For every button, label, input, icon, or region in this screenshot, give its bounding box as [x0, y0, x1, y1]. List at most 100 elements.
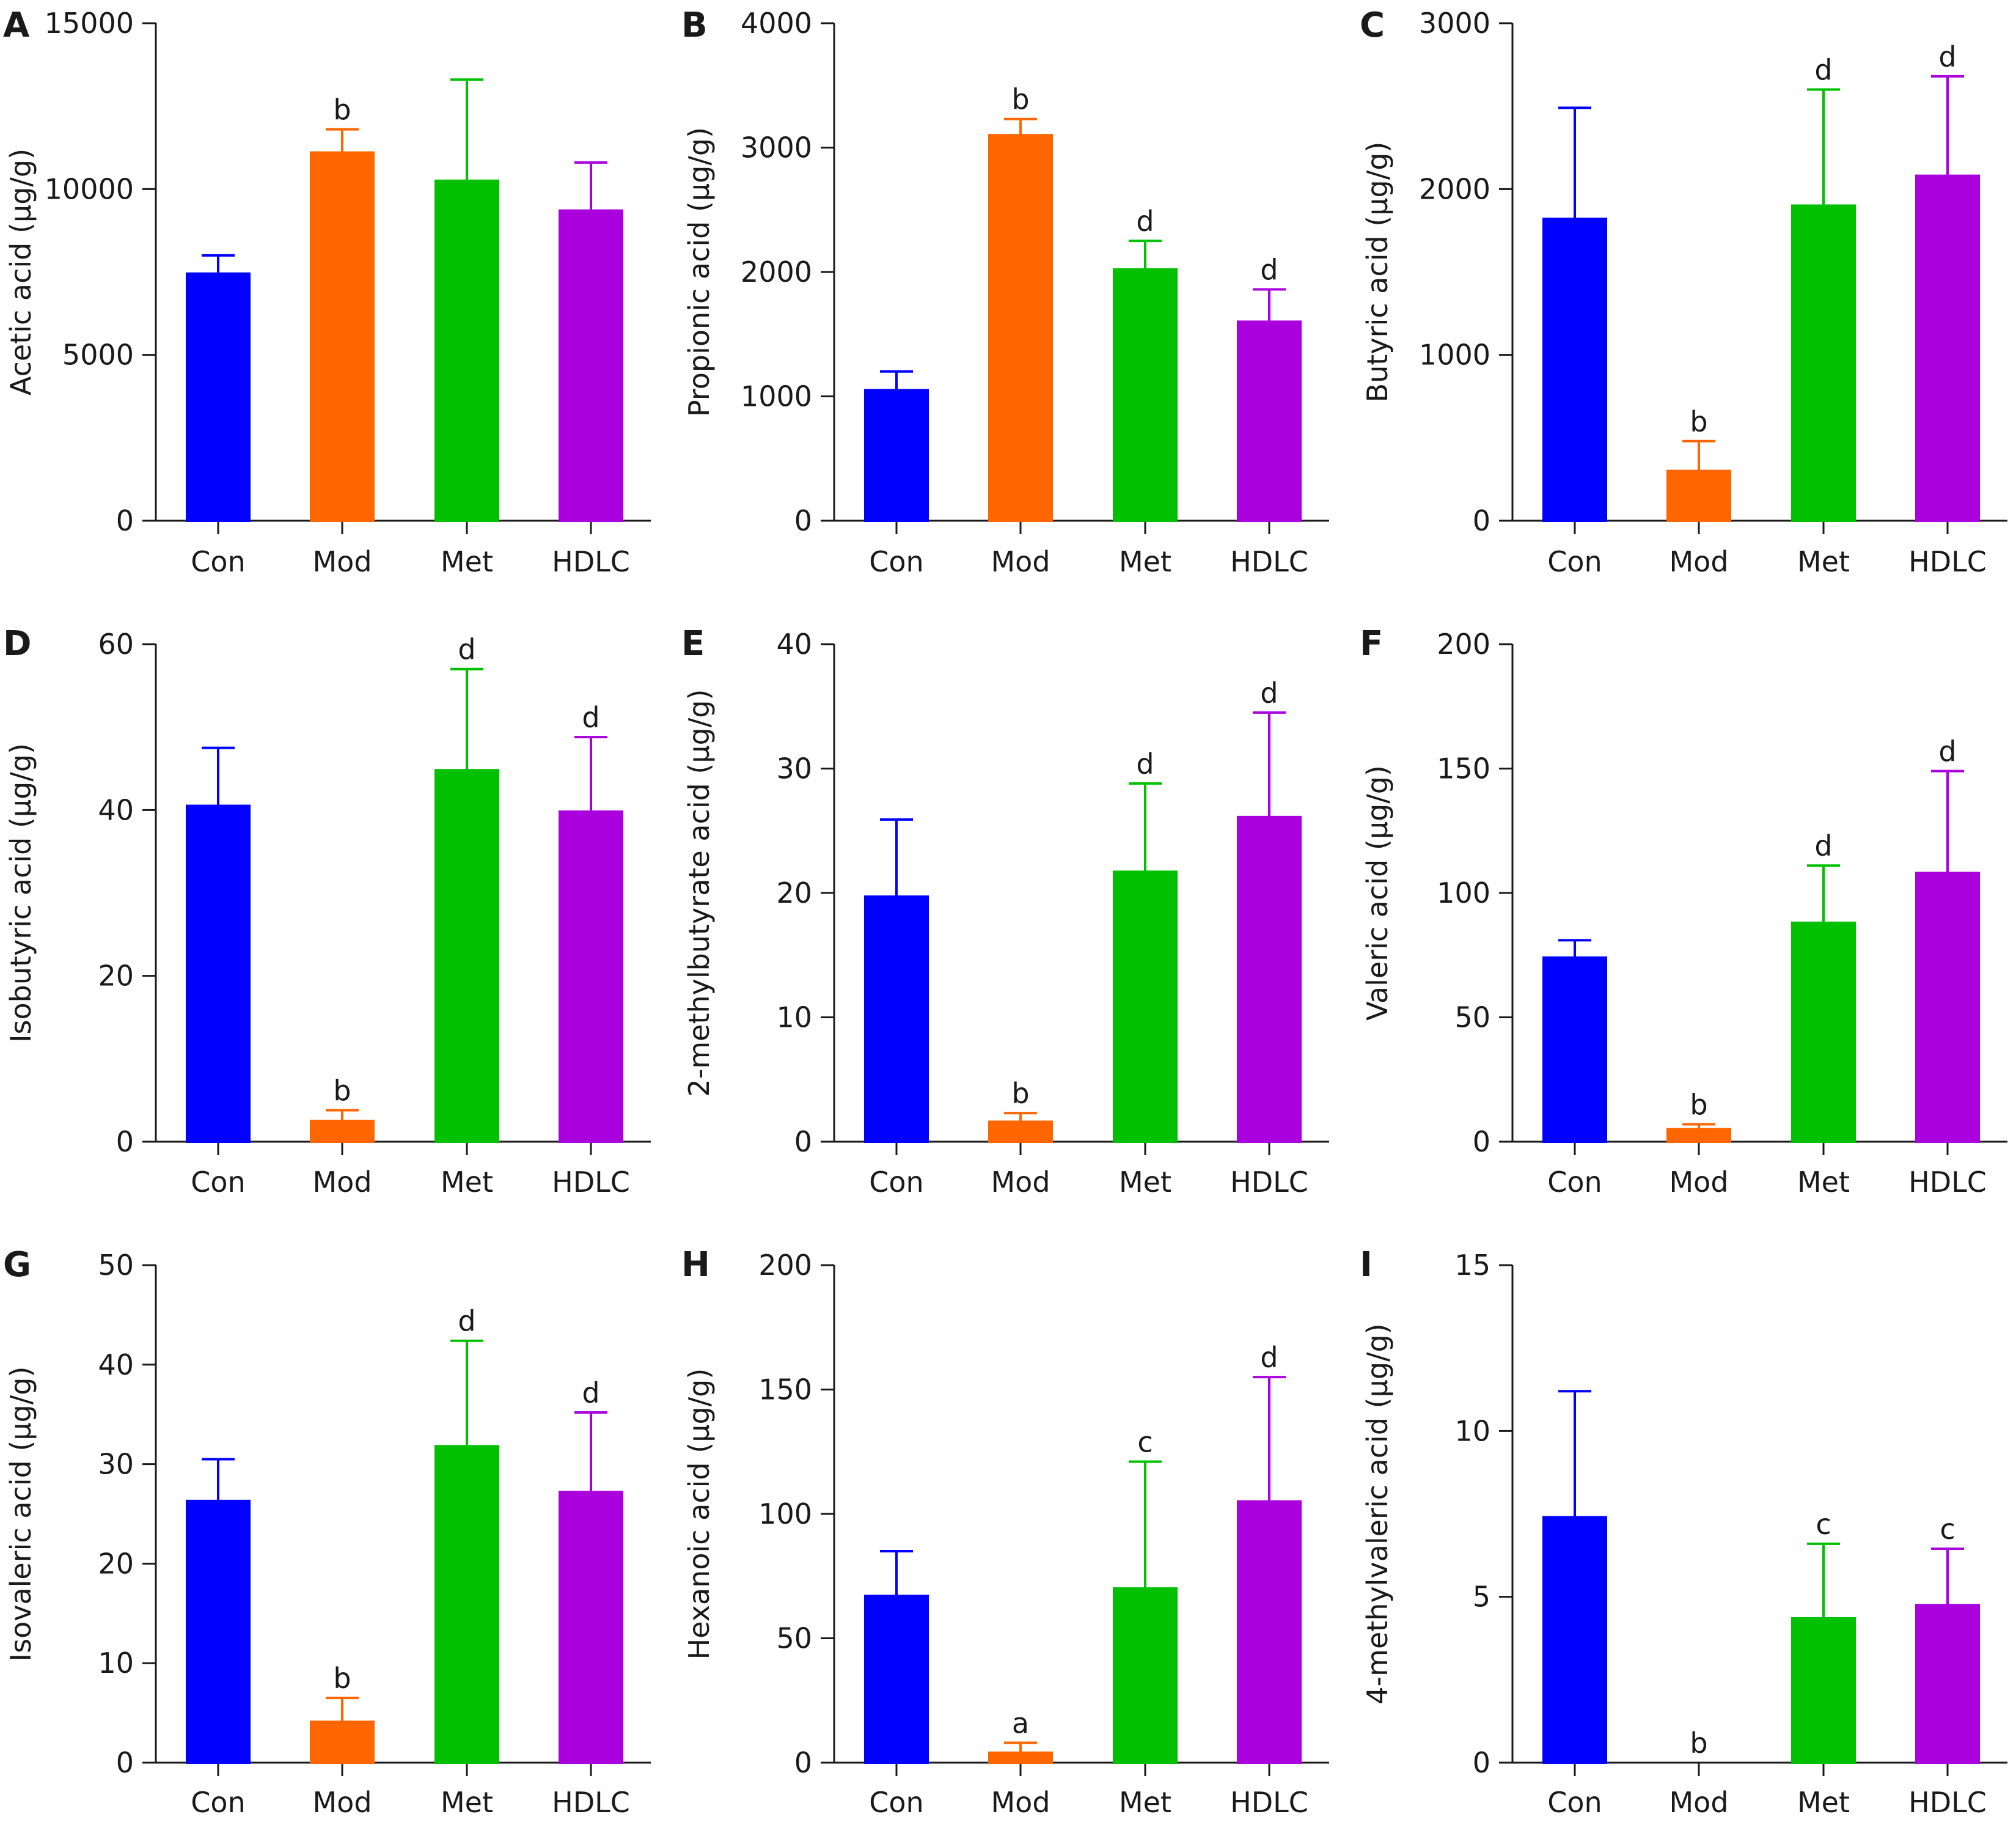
- bar-con: [186, 1499, 251, 1764]
- y-tick-label: 0: [794, 504, 812, 537]
- x-tick-label: Met: [1797, 1786, 1850, 1819]
- x-tick-label: Con: [191, 1166, 245, 1199]
- y-axis-label: 4-methylvaleric acid (μg/g): [1361, 1323, 1394, 1704]
- significance-label: b: [333, 94, 351, 127]
- bar-hdlc: [559, 1491, 623, 1764]
- panel-letter: H: [681, 1245, 710, 1285]
- y-tick-label: 0: [1473, 504, 1490, 537]
- y-tick-label: 10000: [45, 172, 134, 205]
- x-tick-label: Con: [1547, 1166, 1602, 1199]
- y-tick-label: 10: [1454, 1414, 1490, 1447]
- x-tick-label: Mod: [312, 545, 372, 578]
- significance-label: d: [1136, 205, 1154, 238]
- y-tick-label: 40: [776, 628, 812, 661]
- significance-label: b: [1011, 83, 1029, 116]
- bar-met: [1113, 268, 1178, 522]
- bar-con: [1542, 218, 1607, 522]
- y-axis-label: Acetic acid (μg/g): [4, 149, 37, 395]
- bar-hdlc: [559, 209, 623, 522]
- y-tick-label: 2000: [1419, 172, 1490, 205]
- y-tick-label: 60: [98, 628, 134, 661]
- y-tick-label: 150: [758, 1373, 812, 1406]
- y-tick-label: 1000: [741, 380, 812, 413]
- x-tick-label: HDLC: [1908, 1166, 1987, 1199]
- bar-hdlc: [1915, 872, 1980, 1143]
- y-tick-label: 20: [98, 960, 134, 993]
- bar-con: [1542, 956, 1607, 1143]
- y-axis-label: Valeric acid (μg/g): [1361, 765, 1394, 1021]
- y-tick-label: 0: [1473, 1746, 1490, 1779]
- y-tick-label: 15000: [45, 7, 134, 40]
- y-axis-label: Butyric acid (μg/g): [1361, 142, 1394, 403]
- bar-hdlc: [1237, 815, 1302, 1143]
- y-tick-label: 30: [98, 1448, 134, 1481]
- y-tick-label: 100: [1437, 876, 1490, 909]
- significance-label: d: [458, 1305, 475, 1338]
- x-tick-label: HDLC: [552, 1166, 630, 1199]
- x-tick-label: Con: [191, 545, 245, 578]
- significance-label: d: [1260, 253, 1278, 286]
- x-tick-label: HDLC: [552, 1786, 630, 1819]
- x-tick-label: HDLC: [552, 545, 630, 578]
- y-tick-label: 0: [1473, 1125, 1490, 1158]
- panel-c: C 0 1000 2000 3000 Butyric acid (μg/g) Con Mod b…: [1360, 6, 2007, 578]
- significance-label: d: [582, 1376, 599, 1409]
- y-axis-label: Hexanoic acid (μg/g): [683, 1368, 716, 1660]
- panel-h: H 0 50 100 150 200 Hexanoic acid (μg/g) Con Mod a…: [681, 1245, 1329, 1819]
- bar-mod: [988, 1120, 1053, 1143]
- significance-label: d: [582, 701, 599, 734]
- panel-letter: D: [3, 624, 31, 664]
- y-tick-label: 2000: [741, 255, 812, 288]
- y-tick-label: 100: [758, 1497, 812, 1530]
- bar-met: [434, 179, 499, 522]
- x-tick-label: HDLC: [1908, 1786, 1987, 1819]
- x-tick-label: Mod: [312, 1786, 372, 1819]
- y-tick-label: 10: [98, 1647, 134, 1680]
- bar-con: [864, 1595, 929, 1764]
- y-tick-label: 10: [776, 1001, 812, 1034]
- panel-i: I 0 5 10 15 4-methylvaleric acid (μg/g) Con Mod…: [1360, 1245, 2007, 1819]
- significance-label: d: [458, 633, 475, 666]
- bar-mod: [1666, 469, 1731, 522]
- bar-mod: [1666, 1128, 1731, 1144]
- panel-letter: I: [1360, 1245, 1373, 1285]
- panel-letter: E: [681, 624, 705, 664]
- panel-letter: G: [3, 1245, 31, 1285]
- x-tick-label: Met: [1119, 545, 1171, 578]
- x-tick-label: Mod: [1669, 1166, 1728, 1199]
- x-tick-label: Mod: [312, 1166, 372, 1199]
- x-tick-label: HDLC: [1230, 545, 1308, 578]
- bar-con: [1542, 1516, 1607, 1764]
- significance-label: c: [1137, 1426, 1153, 1459]
- panel-e: E 0 10 20 30 40 2-methylbutyrate acid (μg/g) Co…: [681, 624, 1329, 1199]
- significance-label: c: [1940, 1513, 1955, 1546]
- y-tick-label: 0: [794, 1125, 812, 1158]
- y-tick-label: 200: [1437, 628, 1490, 661]
- panel-letter: A: [3, 6, 30, 45]
- significance-label: a: [1012, 1706, 1029, 1739]
- bar-hdlc: [1915, 174, 1980, 523]
- bar-con: [864, 895, 929, 1143]
- bar-mod: [988, 134, 1053, 522]
- significance-label: b: [333, 1662, 351, 1695]
- y-tick-label: 3000: [1419, 7, 1490, 40]
- bar-hdlc: [559, 810, 623, 1143]
- bar-con: [186, 804, 251, 1144]
- y-axis-label: Propionic acid (μg/g): [683, 127, 716, 417]
- x-tick-label: Met: [1119, 1786, 1171, 1819]
- panel-d: D 0 20 40 60 Isobutyric acid (μg/g) Con Mod b Met…: [3, 624, 651, 1199]
- y-tick-label: 20: [776, 876, 812, 909]
- y-tick-label: 15: [1454, 1249, 1490, 1282]
- bar-met: [434, 769, 499, 1144]
- y-tick-label: 3000: [741, 131, 812, 164]
- bar-met: [1791, 1617, 1856, 1764]
- x-tick-label: Met: [441, 545, 493, 578]
- panel-f: F 0 50 100 150 200 Valeric acid (μg/g) Con Mod b M…: [1360, 624, 2007, 1199]
- y-tick-label: 0: [794, 1746, 812, 1779]
- panel-letter: C: [1360, 6, 1385, 45]
- y-tick-label: 1000: [1419, 339, 1490, 372]
- significance-label: b: [1011, 1077, 1029, 1110]
- significance-label: d: [1260, 677, 1278, 710]
- x-tick-label: Con: [869, 1166, 923, 1199]
- significance-label: d: [1938, 40, 1956, 73]
